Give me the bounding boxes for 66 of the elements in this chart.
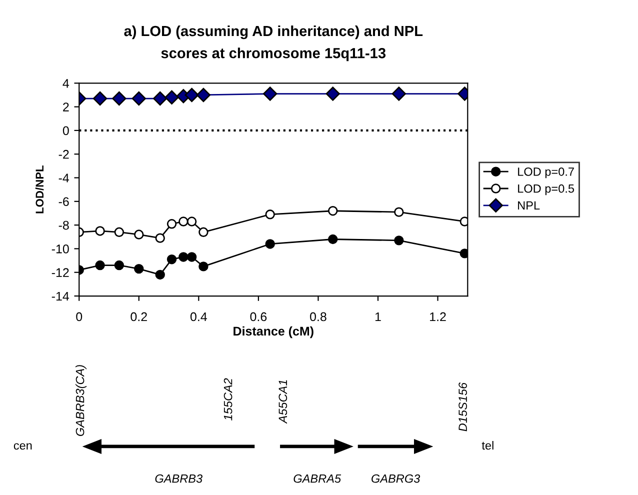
point bbox=[112, 91, 126, 106]
point bbox=[155, 233, 165, 243]
x-tick-label: 0.2 bbox=[130, 312, 147, 322]
point bbox=[95, 260, 105, 270]
legend-label: NPL bbox=[518, 201, 540, 210]
point bbox=[265, 210, 275, 220]
x-tick-label: 0.8 bbox=[310, 312, 326, 322]
point bbox=[196, 88, 211, 102]
chart-title: a) LOD (assuming AD inheritance) and NPL scores at chromosome 15q11-13 bbox=[124, 25, 423, 62]
text: 155CA2 bbox=[224, 378, 232, 420]
text: D15S156 bbox=[458, 382, 467, 432]
point bbox=[95, 226, 105, 236]
x-axis-title: Distance (cM) bbox=[234, 326, 314, 338]
point bbox=[134, 264, 144, 274]
x-tick-label: 0.6 bbox=[250, 312, 267, 322]
point bbox=[186, 252, 197, 262]
point bbox=[392, 86, 406, 101]
point bbox=[263, 86, 278, 101]
y-tick-label: -10 bbox=[52, 244, 69, 254]
point bbox=[164, 90, 179, 104]
legend-label: LOD p=0.5 bbox=[518, 184, 574, 196]
x-tick-label: 0 bbox=[76, 312, 82, 322]
x-tick-label: 1 bbox=[375, 312, 381, 322]
point bbox=[394, 236, 404, 246]
y-tick-label: 2 bbox=[63, 102, 69, 112]
text: cen bbox=[14, 443, 32, 450]
point bbox=[166, 254, 177, 264]
point bbox=[265, 239, 275, 249]
text: GABRB3 bbox=[155, 474, 202, 483]
point bbox=[460, 248, 468, 258]
text: tel bbox=[482, 440, 494, 450]
point bbox=[178, 252, 188, 262]
point bbox=[166, 219, 177, 229]
point bbox=[155, 270, 165, 280]
x-tick-label: 1.2 bbox=[430, 312, 446, 322]
y-tick-label: -8 bbox=[58, 220, 69, 230]
y-tick-label: -12 bbox=[52, 268, 69, 277]
legend-label: LOD p=0.7 bbox=[518, 167, 574, 178]
text: A55CA1 bbox=[278, 380, 288, 424]
y-tick-label: 4 bbox=[62, 79, 70, 88]
point bbox=[328, 206, 338, 216]
point bbox=[460, 216, 468, 226]
point bbox=[394, 207, 404, 217]
point bbox=[92, 91, 108, 106]
point bbox=[114, 227, 124, 238]
x-tick-label: 0.4 bbox=[190, 312, 207, 322]
point bbox=[114, 260, 124, 270]
y-tick-label: -4 bbox=[58, 174, 70, 182]
point bbox=[198, 227, 208, 238]
y-tick-label: 0 bbox=[62, 126, 69, 136]
y-tick-label: -2 bbox=[58, 150, 69, 159]
text: GABRA5 bbox=[294, 474, 342, 483]
y-tick-label: -6 bbox=[58, 197, 69, 206]
text: GABRB3(CA) bbox=[76, 365, 87, 436]
point bbox=[186, 216, 197, 226]
point bbox=[153, 91, 168, 106]
point bbox=[178, 216, 188, 226]
point bbox=[132, 91, 146, 106]
point bbox=[326, 86, 340, 101]
point bbox=[134, 230, 144, 240]
point bbox=[328, 234, 338, 244]
y-axis-title: LOD/NPL bbox=[35, 166, 44, 214]
point bbox=[184, 88, 199, 102]
y-tick-label: -14 bbox=[52, 292, 70, 301]
point bbox=[198, 262, 208, 272]
text: GABRG3 bbox=[372, 474, 420, 483]
